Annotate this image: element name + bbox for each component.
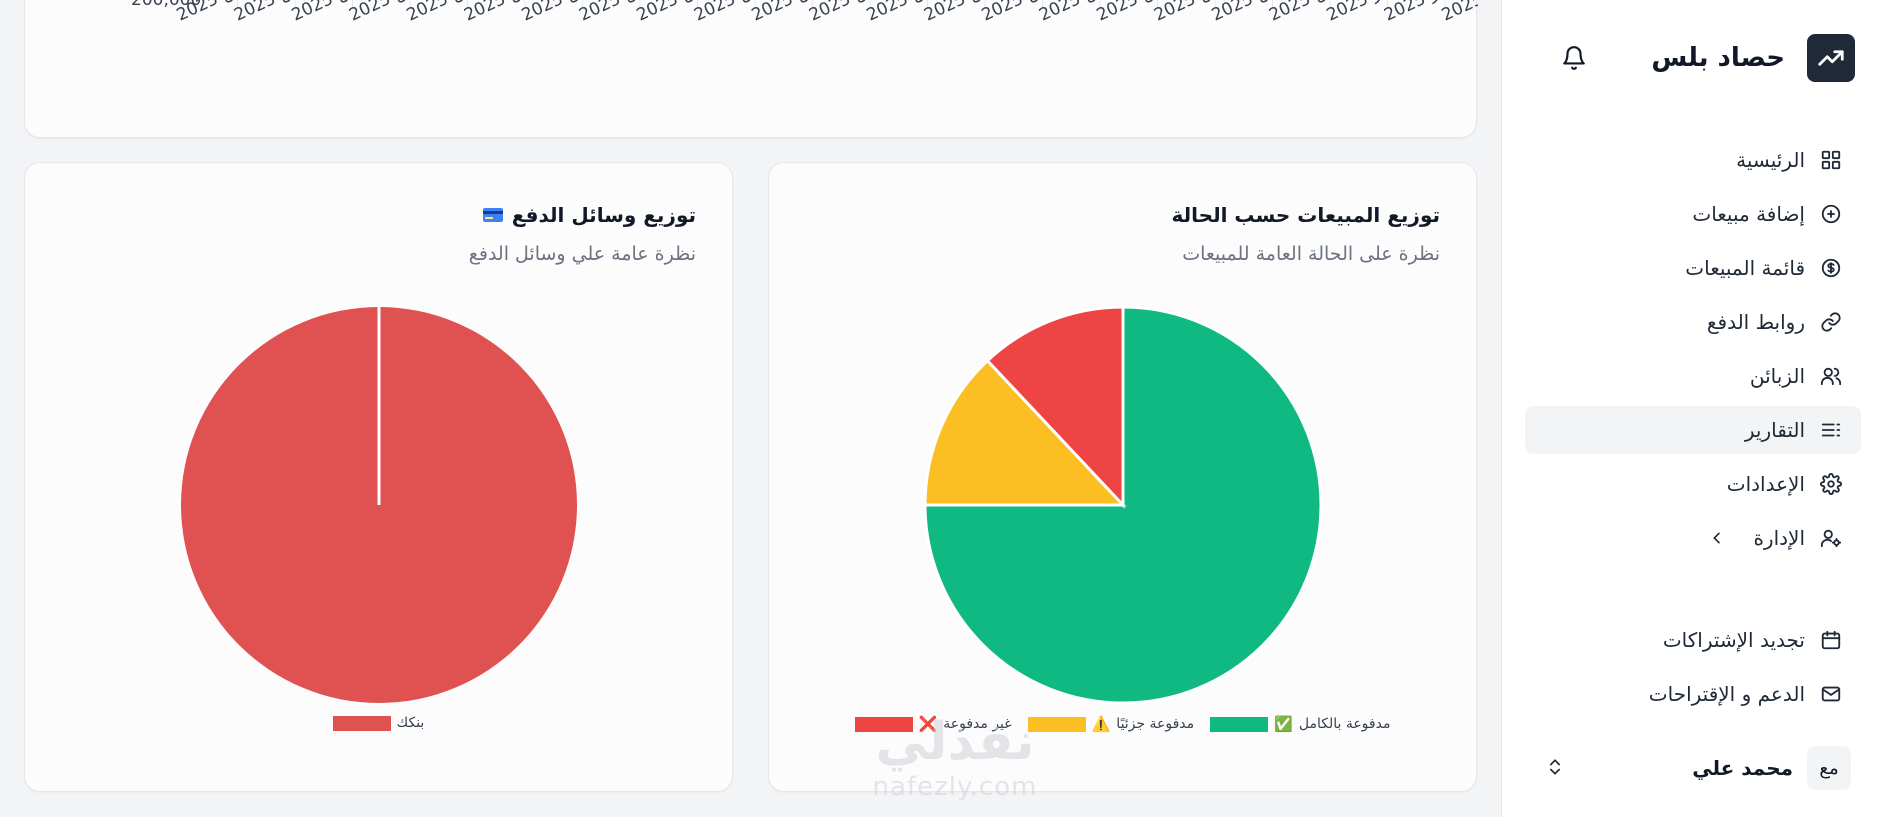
- sidebar-item-label: إضافة مبيعات: [1692, 202, 1805, 226]
- status-pie-chart: [923, 305, 1323, 705]
- notifications-bell-icon[interactable]: [1560, 44, 1588, 72]
- sidebar-item-label: الزبائن: [1749, 364, 1805, 388]
- legend-item[interactable]: بنكك: [332, 715, 425, 731]
- pie-slice-3[interactable]: [985, 305, 1125, 509]
- brand[interactable]: حصاد بلس: [1651, 34, 1855, 82]
- legend-mark: ❌: [918, 715, 938, 733]
- sidebar-item-label: تجديد الإشتراكات: [1662, 628, 1805, 652]
- watermark-sub: nafezly.com: [872, 772, 1038, 802]
- plus-circle-icon: [1819, 202, 1843, 226]
- sidebar-item-admin[interactable]: الإدارة: [1525, 514, 1861, 562]
- payment-methods-card: توزيع وسائل الدفع نظرة عامة علي وسائل ال…: [24, 162, 733, 792]
- card-subtitle: نظرة على الحالة العامة للمبيعات: [1182, 243, 1440, 265]
- sidebar-item-label: قائمة المبيعات: [1685, 256, 1805, 280]
- payment-legend: بنكك: [25, 715, 732, 731]
- payment-card-title: توزيع وسائل الدفع: [511, 203, 696, 227]
- legend-mark: ✅: [1274, 715, 1293, 733]
- sidebar-item-home[interactable]: الرئيسية: [1525, 136, 1861, 184]
- sidebar-item-label: الإعدادات: [1726, 472, 1805, 496]
- sidebar-item-add-sales[interactable]: إضافة مبيعات: [1525, 190, 1861, 238]
- card-title: توزيع وسائل الدفع: [482, 203, 696, 227]
- avatar: مع: [1807, 746, 1851, 790]
- sidebar-item-label: التقارير: [1744, 418, 1805, 442]
- user-cog-icon: [1819, 526, 1843, 550]
- legend-label: مدفوعة بالكامل: [1298, 716, 1391, 732]
- sidebar-item-customers[interactable]: الزبائن: [1525, 352, 1861, 400]
- user-menu[interactable]: مع محمد علي: [1525, 744, 1861, 792]
- legend-swatch: [1027, 716, 1086, 732]
- sidebar-item-label: الرئيسية: [1736, 148, 1805, 172]
- payment-pie-chart: [181, 307, 577, 703]
- x-axis: 200,00012 أغسطس 202513 أغسطس 202514 أغسط…: [131, 0, 1478, 26]
- sidebar-item-renew-subscriptions[interactable]: تجديد الإشتراكات: [1525, 616, 1861, 664]
- credit-card-icon: [482, 206, 504, 224]
- legend-label: غير مدفوعة: [943, 716, 1012, 732]
- list-icon: [1819, 418, 1843, 442]
- chevron-left-icon[interactable]: [1709, 530, 1725, 546]
- sidebar-item-settings[interactable]: الإعدادات: [1525, 460, 1861, 508]
- legend-mark: ⚠️: [1091, 715, 1111, 733]
- watermark: نفذلي nafezly.com: [840, 712, 1070, 802]
- chevrons-up-down-icon[interactable]: [1545, 756, 1565, 782]
- sidebar-item-label: الإدارة: [1753, 526, 1805, 550]
- status-legend: مدفوعة بالكامل ✅ مدفوعة جزئيًا ⚠️ غير مدفوعة…: [769, 715, 1476, 733]
- users-icon: [1819, 364, 1843, 388]
- x-tick-label: 3 سبتمبر 2025: [1439, 0, 1478, 26]
- dollar-circle-icon: [1819, 256, 1843, 280]
- y-tick-label: 200,000: [131, 0, 201, 10]
- sidebar-item-label: الدعم و الإقتراحات: [1648, 682, 1805, 706]
- card-title: توزيع المبيعات حسب الحالة: [1172, 203, 1441, 227]
- legend-swatch: [1210, 716, 1269, 732]
- legend-swatch: [332, 715, 391, 731]
- status-card-title: توزيع المبيعات حسب الحالة: [1171, 203, 1441, 227]
- user-name: محمد علي: [1692, 756, 1793, 780]
- brand-name: حصاد بلس: [1651, 43, 1785, 73]
- legend-item[interactable]: مدفوعة جزئيًا ⚠️: [1027, 715, 1195, 733]
- sidebar-item-payment-links[interactable]: روابط الدفع: [1525, 298, 1861, 346]
- sidebar-item-reports[interactable]: التقارير: [1525, 406, 1861, 454]
- legend-label: مدفوعة جزئيًا: [1116, 716, 1195, 732]
- sidebar-item-support[interactable]: الدعم و الإقتراحات: [1525, 670, 1861, 718]
- legend-label: بنكك: [396, 715, 425, 731]
- sidebar: حصاد بلس الرئيسية إضافة مبيعات قائمة الم…: [1501, 0, 1891, 817]
- trending-up-icon: [1807, 34, 1855, 82]
- sales-over-time-card: 200,00012 أغسطس 202513 أغسطس 202514 أغسط…: [24, 0, 1478, 138]
- legend-swatch: [854, 716, 913, 732]
- watermark-main: نفذلي: [875, 712, 1035, 772]
- card-subtitle: نظرة عامة علي وسائل الدفع: [468, 243, 696, 265]
- calendar-icon: [1819, 628, 1843, 652]
- mail-icon: [1819, 682, 1843, 706]
- sales-status-card: توزيع المبيعات حسب الحالة نظرة على الحال…: [768, 162, 1477, 792]
- gear-icon: [1819, 472, 1843, 496]
- sidebar-item-label: روابط الدفع: [1706, 310, 1805, 334]
- grid-icon: [1819, 148, 1843, 172]
- sidebar-item-sales-list[interactable]: قائمة المبيعات: [1525, 244, 1861, 292]
- pie-slice-1[interactable]: [923, 305, 1323, 705]
- link-icon: [1819, 310, 1843, 334]
- legend-item[interactable]: مدفوعة بالكامل ✅: [1210, 715, 1390, 733]
- pie-slice-2[interactable]: [923, 358, 1127, 507]
- legend-item[interactable]: غير مدفوعة ❌: [854, 715, 1012, 733]
